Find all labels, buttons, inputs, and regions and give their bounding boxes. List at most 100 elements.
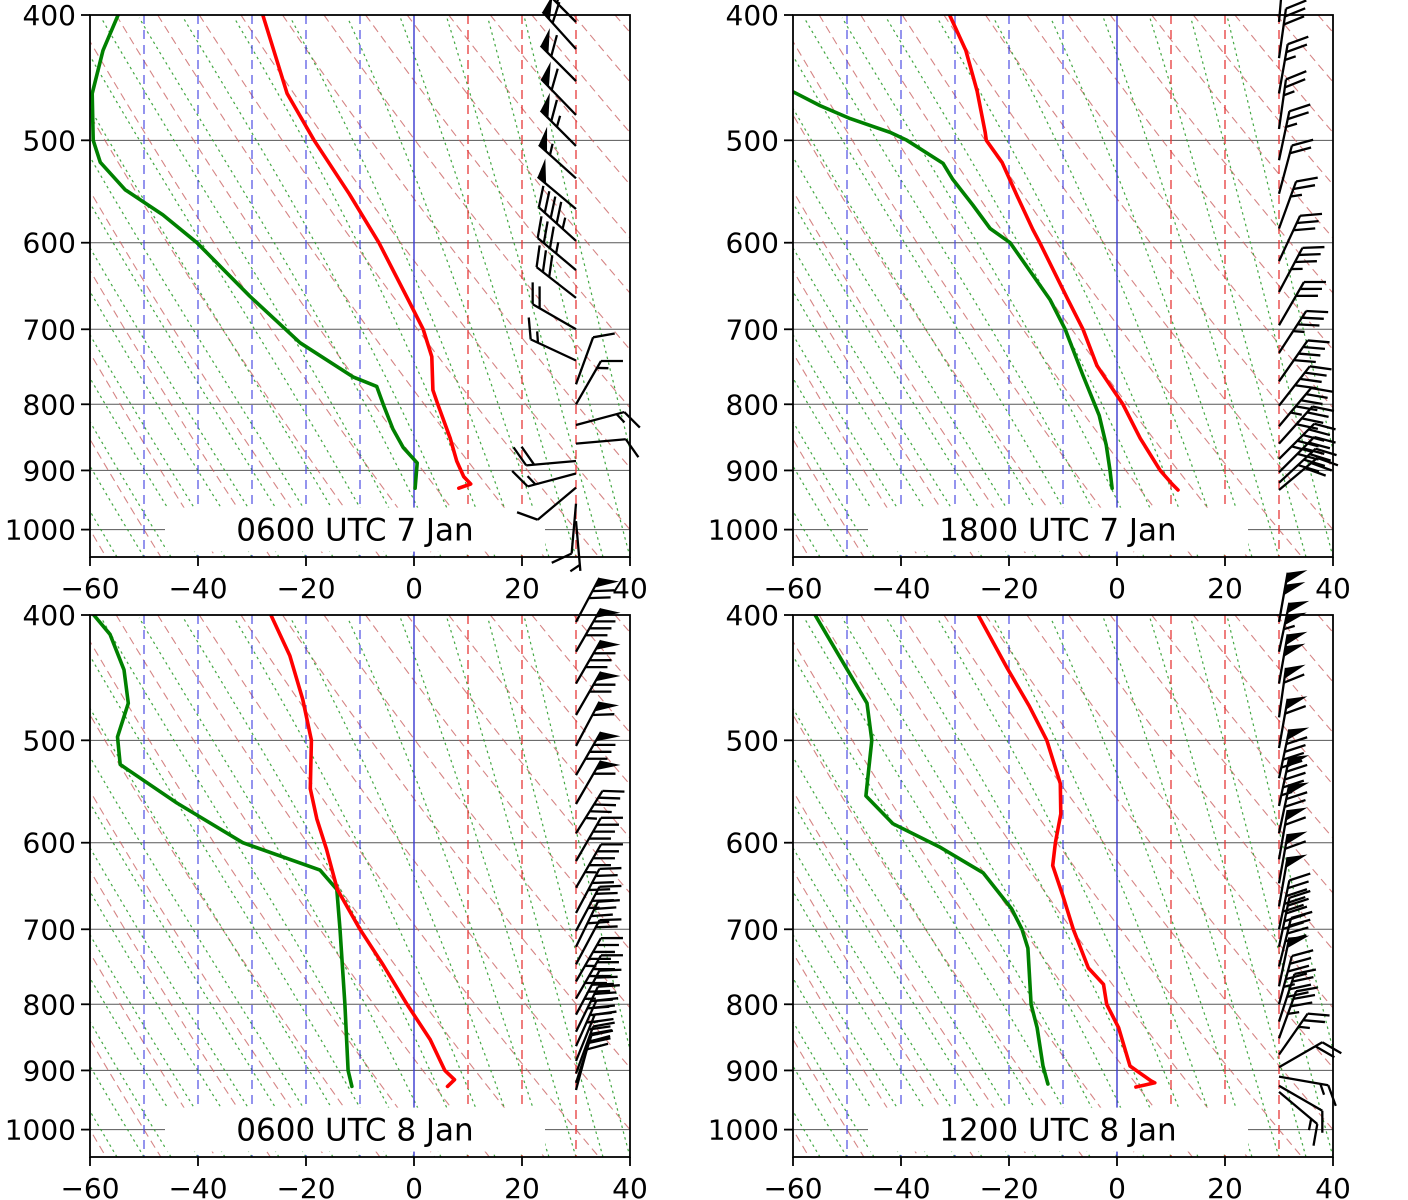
wind-barb-full	[1289, 956, 1312, 965]
dry-adiabat-line	[901, 615, 1303, 1157]
wind-barb-half	[1298, 1025, 1310, 1030]
moist-adiabat-line	[936, 17, 1199, 557]
wind-barb-full	[1312, 405, 1335, 413]
dry-adiabat-line	[1401, 15, 1408, 557]
dry-adiabat-line	[793, 789, 1029, 1157]
wind-barb-full	[596, 961, 619, 964]
wind-barb-staff	[575, 954, 602, 1000]
wind-barb-column	[574, 577, 625, 1091]
wind-barb-staff	[1278, 387, 1313, 428]
wind-barb	[574, 899, 620, 948]
wind-barb-full	[591, 1029, 614, 1037]
dry-adiabat-line	[448, 15, 630, 239]
x-tick-label: −60	[60, 572, 119, 605]
wind-barb-full	[511, 470, 529, 488]
dry-adiabat-line	[157, 15, 545, 557]
wind-barb	[1278, 365, 1332, 407]
wind-barb-full	[588, 989, 611, 993]
wind-barb-full	[535, 245, 541, 268]
wind-barb-staff	[574, 1026, 595, 1074]
wind-barb	[516, 486, 577, 521]
wind-barb-full	[536, 216, 543, 239]
wind-barb-staff	[1277, 44, 1289, 94]
wind-barb-full	[584, 981, 607, 985]
wind-barb-staff	[1277, 880, 1291, 930]
wind-barb	[1278, 456, 1339, 491]
wind-barb-staff	[1278, 339, 1309, 383]
wind-barb-staff	[1278, 1091, 1319, 1125]
wind-barb-half	[585, 816, 597, 820]
wind-barb-staff	[1277, 247, 1304, 293]
sounding-panel-0600-utc-7-jan: 0600 UTC 7 Jan −60 −40 −20 0 20 40 400 500 600 700…	[5, 0, 648, 605]
wind-barb-staff	[574, 520, 582, 572]
dry-adiabat-line	[282, 615, 630, 1069]
wind-barb-full	[1293, 184, 1316, 191]
wind-barb	[1278, 1091, 1319, 1146]
y-tick-label: 500	[23, 724, 76, 757]
wind-barb-full	[594, 991, 617, 996]
wind-barb-staff	[538, 206, 577, 242]
x-tick-label: −20	[979, 1172, 1038, 1200]
wind-barb	[1278, 339, 1330, 383]
x-tick-label: −20	[979, 572, 1038, 605]
dry-adiabat-line	[406, 15, 630, 294]
wind-barb-full	[1285, 905, 1308, 915]
sounding-panel-1200-utc-8-jan: 1200 UTC 8 Jan−60 −40 −20 0 20 40400500600700…	[708, 570, 1351, 1200]
wind-barb-staff	[536, 486, 577, 521]
wind-barb-full	[1303, 458, 1326, 468]
dry-adiabat-line	[943, 15, 1333, 531]
wind-barb-staff	[574, 868, 601, 914]
y-tick-label: 700	[726, 913, 779, 946]
wind-barb-staff	[1278, 1075, 1329, 1087]
dry-adiabat-line	[793, 40, 1139, 557]
wind-barb	[574, 332, 615, 385]
wind-barb-full	[588, 864, 611, 867]
wind-barb-full	[1291, 138, 1314, 147]
wind-barb-full	[1304, 371, 1327, 377]
wind-barb-full	[589, 810, 612, 814]
wind-barb-half	[584, 997, 596, 1000]
wind-barb-staff	[1277, 667, 1288, 718]
wind-barb-full	[543, 190, 551, 213]
wind-barb-full	[1302, 345, 1326, 351]
moist-adiabat-line	[399, 617, 577, 1157]
wind-barb-staff	[530, 338, 577, 362]
wind-barb-full	[599, 918, 622, 922]
y-tick-label: 800	[726, 388, 779, 421]
wind-barb-staff	[1278, 447, 1317, 484]
wind-barb-staff	[574, 919, 601, 965]
dry-adiabat-line	[240, 615, 630, 1131]
dry-adiabat-line	[489, 615, 630, 786]
y-tick-label: 600	[726, 227, 779, 260]
dry-adiabat-line	[90, 40, 436, 557]
wind-barb	[569, 520, 582, 573]
wind-barb-full	[1295, 405, 1318, 412]
wind-barb-full	[1298, 252, 1321, 257]
wind-barb-full	[1314, 1045, 1335, 1059]
wind-barb	[1278, 1084, 1324, 1133]
panel-plot-area: 1200 UTC 8 Jan	[793, 615, 1333, 1157]
panel-title: 1800 UTC 7 Jan	[939, 513, 1176, 549]
moist-adiabat-line	[1149, 17, 1307, 557]
y-tick-label: 1000	[708, 514, 779, 547]
x-tick-label: 40	[612, 572, 648, 605]
wind-barb	[575, 359, 623, 405]
wind-barb-full	[1302, 1019, 1326, 1024]
wind-barb-full	[1284, 816, 1307, 826]
wind-barb-flag	[537, 158, 547, 184]
wind-barb-full	[1306, 309, 1329, 314]
y-tick-label: 1000	[708, 1114, 779, 1147]
panel-title: 0600 UTC 7 Jan	[236, 513, 473, 549]
panel-title: 0600 UTC 8 Jan	[236, 1113, 473, 1149]
moist-adiabat-line	[803, 17, 1118, 557]
wind-barb-flag	[540, 28, 550, 54]
wind-barb	[1277, 245, 1325, 293]
wind-barb-half	[536, 331, 540, 343]
dry-adiabat-line	[1109, 615, 1333, 894]
panel-title-box	[868, 1107, 1248, 1152]
x-tick-label: 40	[1315, 572, 1351, 605]
wind-barb-full	[1290, 910, 1313, 920]
wind-barb-flag	[1283, 643, 1306, 658]
moist-adiabat-line	[793, 107, 1064, 557]
wind-barb-flag	[595, 640, 621, 650]
